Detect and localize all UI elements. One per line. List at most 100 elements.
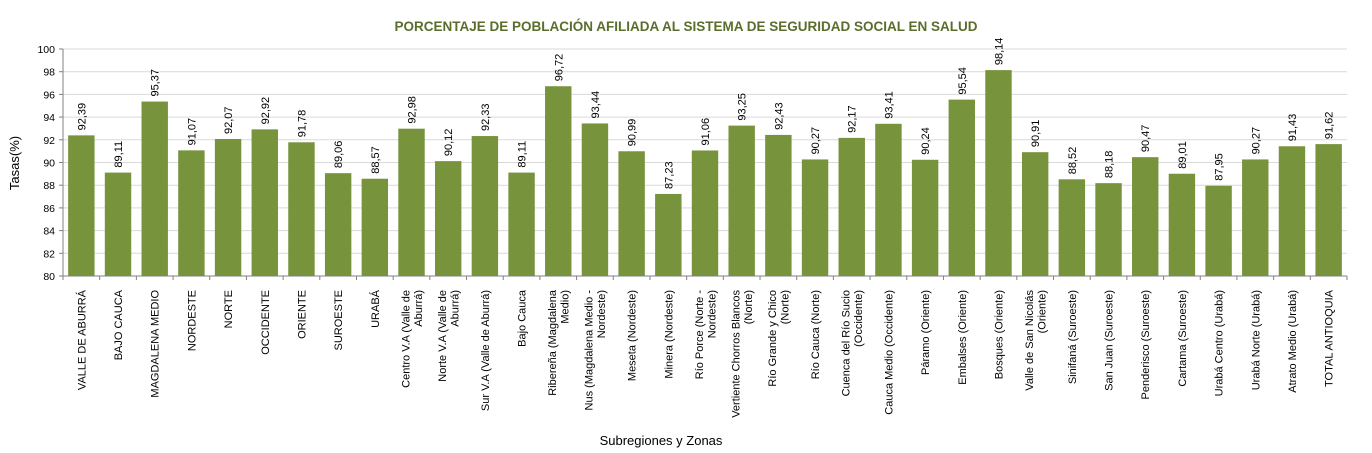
x-category-label: Urabá Centro (Urabá) <box>1214 290 1226 396</box>
x-category-label: San Juan (Suroeste) <box>1104 290 1116 391</box>
x-category-label: Río Grande y Chico (Norte) <box>767 290 792 387</box>
x-category-label-line: (Norte) <box>743 290 755 324</box>
data-label: 89,11 <box>113 141 125 168</box>
x-category-label: Penderisco (Suroeste) <box>1140 290 1152 399</box>
x-category-label-line: Embalses (Oriente) <box>957 290 969 385</box>
data-label: 95,54 <box>957 67 969 95</box>
data-label: 87,95 <box>1214 153 1226 181</box>
x-category-label: Centro V.A (Valle de Aburrá) <box>400 290 425 388</box>
x-category-label: Río Cauca (Norte) <box>810 290 822 379</box>
data-label: 98,14 <box>993 38 1005 66</box>
x-category-label-line: Minera (Nordeste) <box>663 290 675 379</box>
y-tick-label: 90 <box>43 158 55 170</box>
x-category-label-line: Urabá Norte (Urabá) <box>1250 290 1262 390</box>
x-category-label: Bosques (Oriente) <box>993 290 1005 379</box>
x-category-label-line: Río Porce (Norte - <box>694 290 706 380</box>
y-tick-label: 86 <box>43 203 55 215</box>
data-label: 91,07 <box>186 118 198 146</box>
x-category-label-line: Urabá Centro (Urabá) <box>1214 290 1226 396</box>
data-label: 89,06 <box>333 141 345 169</box>
data-label: 93,41 <box>883 91 895 119</box>
x-category-label-line: Sur V.A (Valle de Aburrá) <box>480 290 492 411</box>
bar <box>1242 159 1269 276</box>
bar <box>104 172 132 276</box>
bar <box>1168 173 1196 276</box>
x-category-label-line: Aburrá) <box>449 290 461 327</box>
y-tick-label: 94 <box>43 112 55 124</box>
data-label: 88,18 <box>1104 151 1116 179</box>
x-category-label: ORIENTE <box>296 290 308 339</box>
bar <box>1205 185 1232 276</box>
data-label: 92,17 <box>847 105 859 133</box>
bar <box>911 159 939 276</box>
data-label: 92,33 <box>480 104 492 132</box>
chart-title: PORCENTAJE DE POBLACIÓN AFILIADA AL SIST… <box>394 19 977 34</box>
x-category-label: Vertiente Chorros Blancos (Norte) <box>730 290 755 418</box>
y-axis-title: Tasas(%) <box>7 136 22 190</box>
x-category-label-line: (Occidente) <box>853 290 865 347</box>
x-category-label: Meseta (Nordeste) <box>627 290 639 381</box>
data-label: 88,57 <box>370 146 382 174</box>
x-category-label: BAJO CAUCA <box>113 289 125 360</box>
bar <box>728 125 755 276</box>
bar <box>985 70 1012 277</box>
x-category-label: MAGDALENA MEDIO <box>150 290 162 398</box>
x-category-label-line: Cauca Medio (Occidente) <box>883 290 895 415</box>
data-label: 90,99 <box>627 119 639 147</box>
x-category-label-line: Centro V.A (Valle de <box>400 290 412 388</box>
x-category-label-line: Sinifaná (Suroeste) <box>1067 290 1079 384</box>
x-category-label-line: Bosques (Oriente) <box>993 290 1005 379</box>
x-axis: VALLE DE ABURRÁ BAJO CAUCA MAGDALENA MEDIO… <box>62 275 1348 418</box>
bar <box>875 123 902 276</box>
x-category-label-line: ORIENTE <box>296 290 308 339</box>
x-category-label-line: Cuenca del Río Sucio <box>840 290 852 396</box>
bar <box>324 173 352 276</box>
bar <box>508 172 535 276</box>
bar <box>214 139 242 276</box>
x-category-label: VALLE DE ABURRÁ <box>75 289 88 390</box>
y-tick-label: 82 <box>43 248 55 260</box>
data-label: 90,12 <box>443 129 455 157</box>
y-tick-label: 96 <box>43 89 55 101</box>
bar <box>1132 157 1159 276</box>
data-label: 90,27 <box>1250 127 1262 155</box>
x-category-label: Sur V.A (Valle de Aburrá) <box>480 290 492 411</box>
bar <box>361 178 389 276</box>
data-label: 91,62 <box>1324 112 1336 140</box>
data-label: 90,24 <box>920 127 932 155</box>
bar <box>1095 183 1122 276</box>
data-label: 92,07 <box>223 106 235 134</box>
bar <box>691 150 719 276</box>
x-category-label: Ribereña (Magdalena Medio) <box>547 289 572 396</box>
data-label: 92,92 <box>260 97 272 125</box>
bar <box>68 135 95 276</box>
data-label: 89,01 <box>1177 141 1189 169</box>
x-category-label-line: Penderisco (Suroeste) <box>1140 290 1152 399</box>
x-category-label-line: Vertiente Chorros Blancos <box>730 290 742 418</box>
data-label: 92,98 <box>407 96 419 124</box>
data-labels: 92,39 89,11 95,37 91,07 92,07 92,92 91,78 89,06… <box>76 38 1335 189</box>
x-category-label: Atrato Medio (Urabá) <box>1287 290 1299 393</box>
bar <box>948 99 976 276</box>
data-label: 95,37 <box>150 69 162 97</box>
data-label: 89,11 <box>517 141 529 168</box>
x-category-label-line: (Oriente) <box>1036 290 1048 333</box>
x-category-label: Cuenca del Río Sucio (Occidente) <box>840 290 865 396</box>
data-label: 90,91 <box>1030 120 1042 148</box>
bar <box>1058 179 1086 276</box>
x-category-label-line: TOTAL ANTIOQUIA <box>1324 289 1336 387</box>
x-category-label-line: Río Grande y Chico <box>767 290 779 387</box>
x-category-label-line: NORDESTE <box>186 290 198 351</box>
x-category-label-line: URABÁ <box>369 289 382 328</box>
x-category-label-line: Páramo (Oriente) <box>920 290 932 375</box>
bar <box>655 193 682 276</box>
x-category-label-line: Medio) <box>560 290 572 324</box>
x-category-label-line: NORTE <box>223 290 235 328</box>
x-category-label: OCCIDENTE <box>260 290 272 355</box>
bar <box>838 137 865 276</box>
data-label: 93,44 <box>590 91 602 119</box>
data-label: 91,78 <box>296 110 308 138</box>
x-category-label-line: Río Cauca (Norte) <box>810 290 822 379</box>
bar <box>178 150 205 276</box>
